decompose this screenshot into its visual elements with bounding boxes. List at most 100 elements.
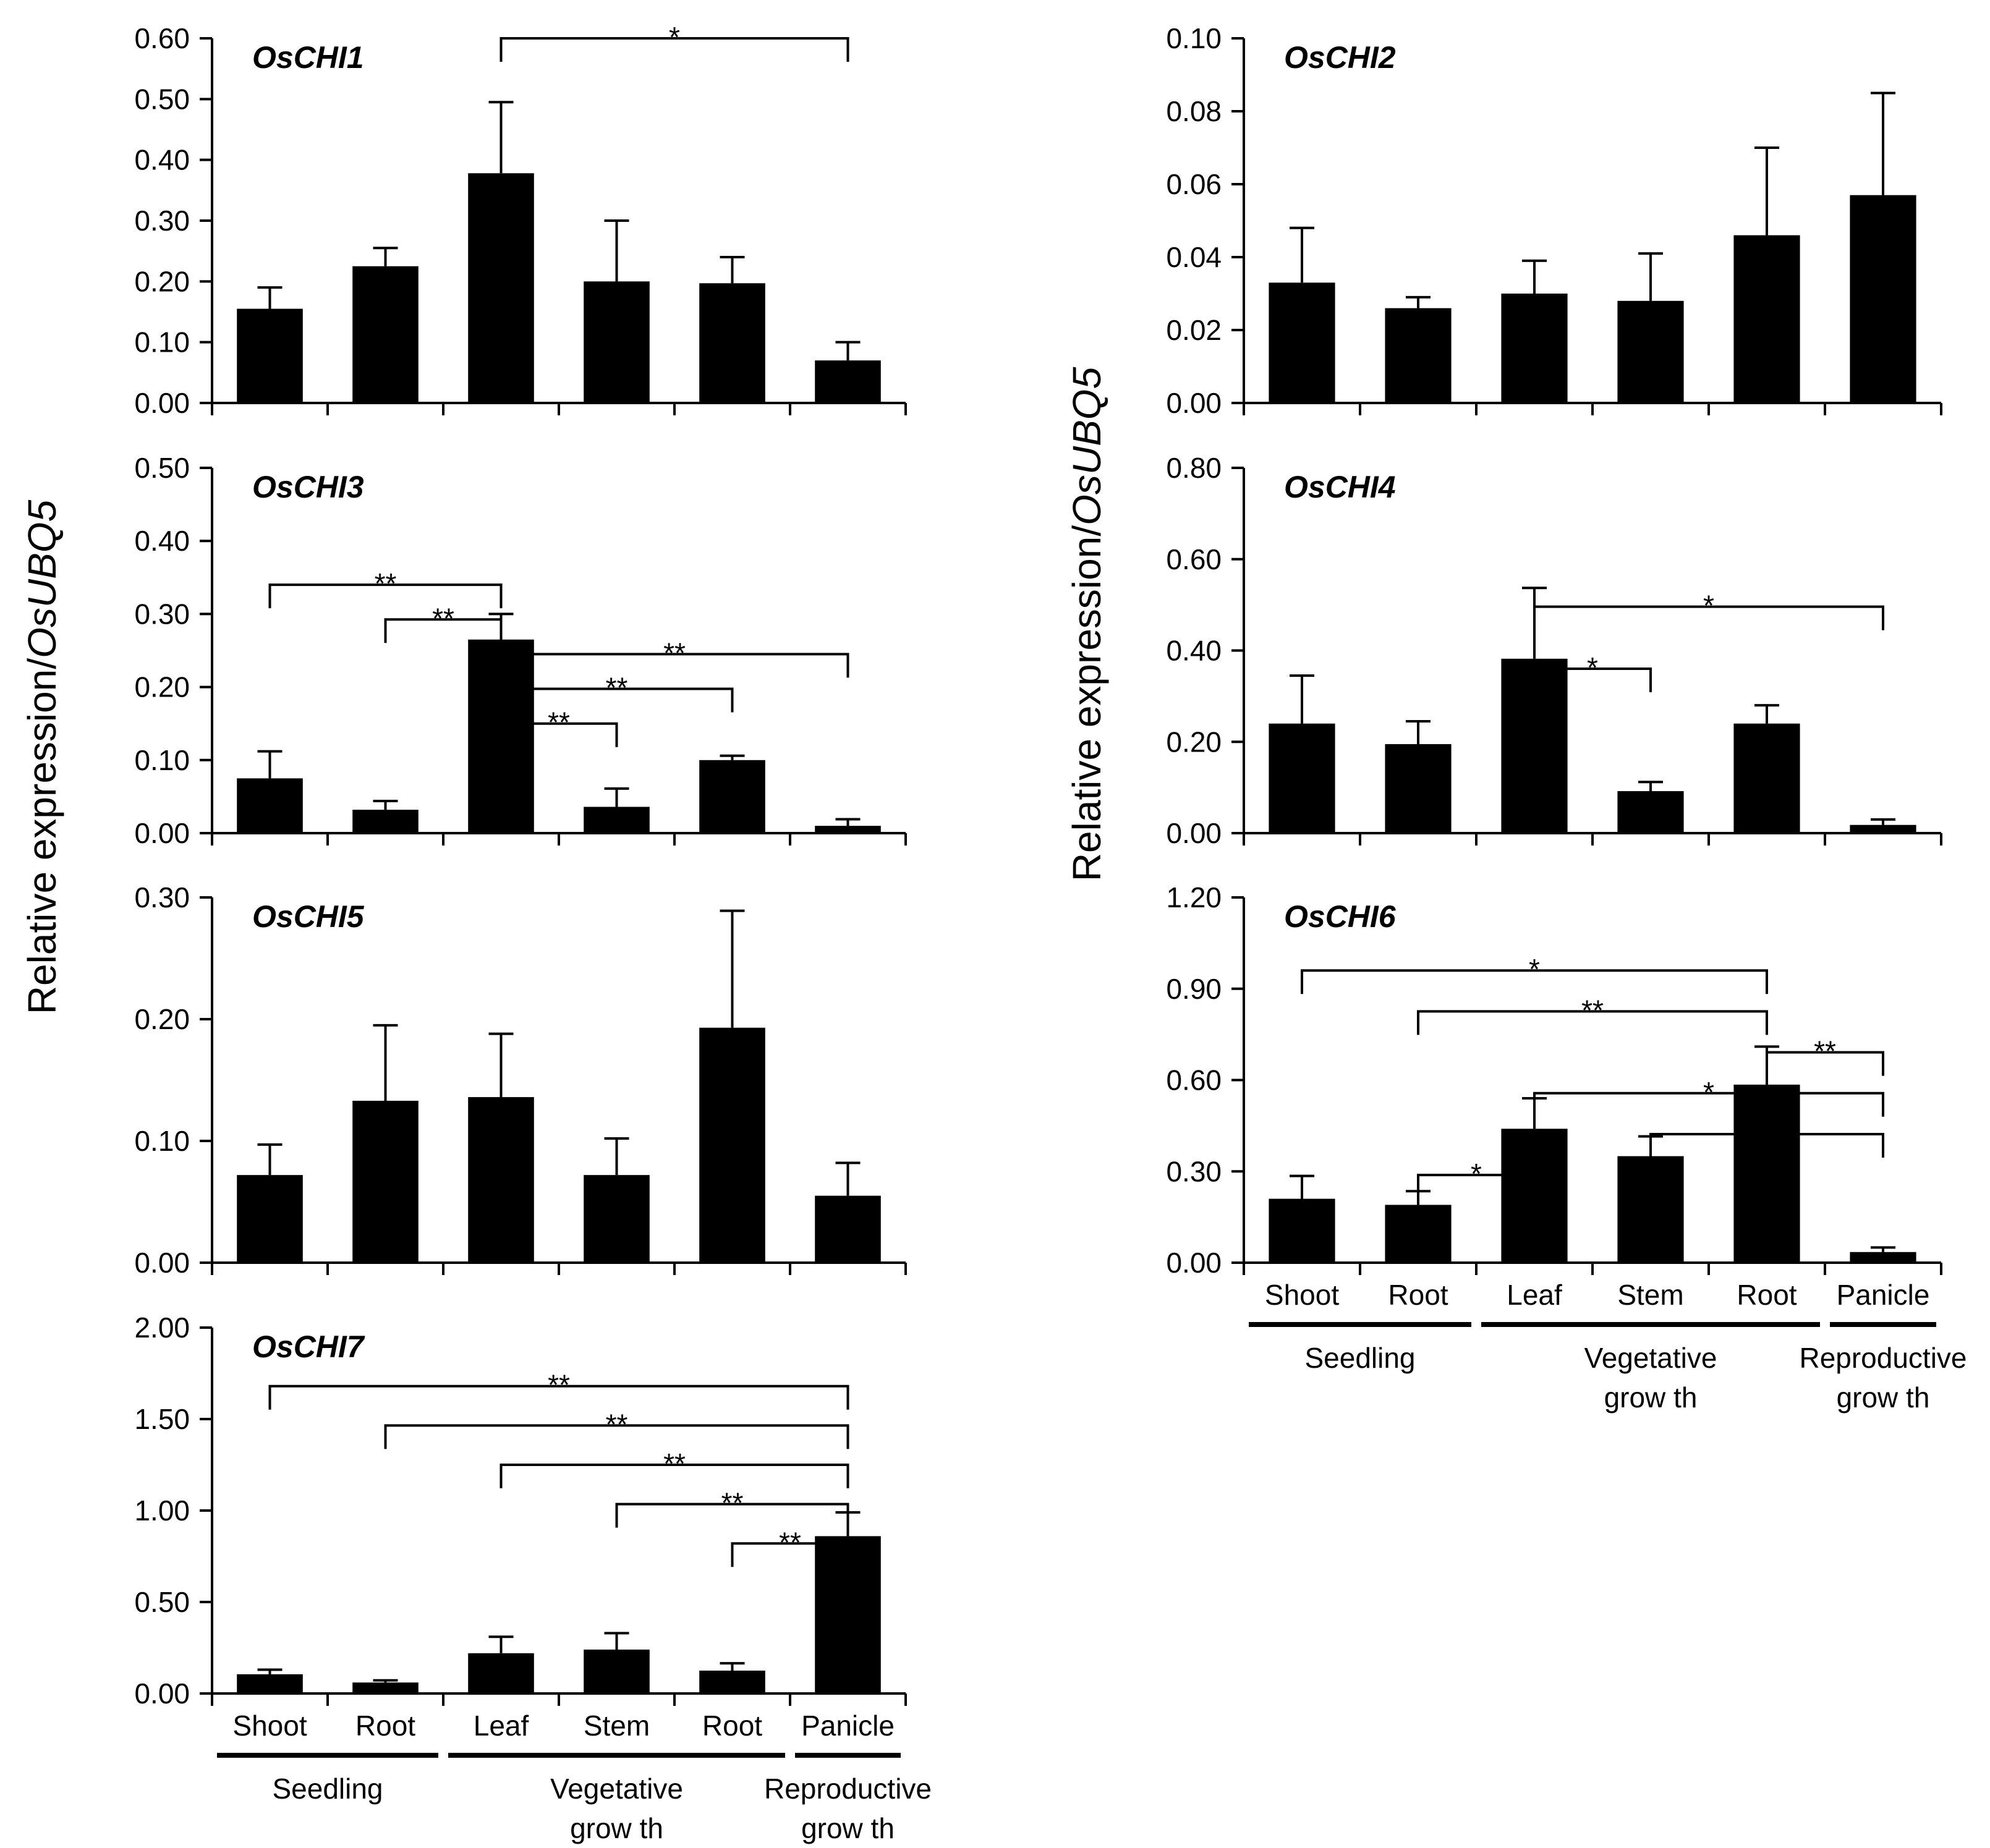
- bar-stem-3: [1617, 300, 1684, 403]
- y-tick-label: 0.00: [134, 1677, 190, 1710]
- significance-bracket: [268, 1384, 849, 1410]
- panel-title-oschi1: OsCHI1: [252, 40, 364, 75]
- significance-bracket: [268, 583, 503, 609]
- significance-marker: *: [1703, 590, 1714, 622]
- bar-panicle-5: [815, 826, 881, 833]
- y-tick-label: 0.80: [1166, 452, 1222, 484]
- y-tick-label: 0.06: [1166, 168, 1222, 200]
- group-label: Vegetative: [550, 1773, 683, 1805]
- bar-root-4: [1733, 723, 1800, 833]
- y-axis-label-prefix: Relative expression/: [1065, 525, 1109, 882]
- bar-shoot-0: [237, 1175, 303, 1263]
- x-category-label-shoot: Shoot: [1265, 1279, 1339, 1311]
- bar-shoot-0: [1269, 1198, 1335, 1263]
- y-tick-label: 0.20: [134, 1003, 190, 1035]
- bar-root-4: [1733, 235, 1800, 403]
- x-category-label-root: Root: [1388, 1279, 1448, 1311]
- group-label: grow th: [570, 1812, 663, 1844]
- significance-marker: **: [375, 567, 397, 600]
- x-category-label-panicle: Panicle: [801, 1710, 895, 1742]
- significance-bracket: [1649, 1132, 1884, 1158]
- significance-marker: **: [606, 1408, 628, 1440]
- y-axis-label-prefix: Relative expression/: [20, 658, 64, 1015]
- y-tick-label: 0.10: [134, 326, 190, 358]
- significance-bracket: [500, 37, 849, 62]
- y-tick-label: 0.00: [1166, 387, 1222, 419]
- y-tick-label: 0.40: [134, 144, 190, 176]
- panel-title-oschi2: OsCHI2: [1284, 40, 1396, 75]
- bar-leaf-2: [468, 1653, 534, 1693]
- bar-root-4: [699, 1671, 765, 1693]
- y-axis-label-gene: OsUBQ5: [1065, 367, 1109, 525]
- significance-bracket: [384, 618, 503, 643]
- significance-marker: **: [432, 602, 454, 634]
- group-label: grow th: [1837, 1381, 1930, 1414]
- significance-marker: *: [1587, 651, 1598, 684]
- y-tick-label: 0.10: [134, 744, 190, 776]
- significance-marker: *: [1703, 1076, 1714, 1108]
- bar-panicle-5: [815, 360, 881, 403]
- bar-stem-3: [584, 1175, 650, 1263]
- significance-bracket: [1417, 1010, 1768, 1035]
- bar-root-1: [352, 1682, 419, 1693]
- y-tick-label: 0.00: [134, 387, 190, 419]
- chart-panels: 0.00 0.10 0.20 0.30 0.40 0.50 0.60 OsCHI1 * 0.00 0…: [134, 21, 1967, 1844]
- group-label: Seedling: [272, 1773, 383, 1805]
- group-label: Reproductive: [764, 1773, 932, 1805]
- significance-marker: **: [663, 1447, 686, 1480]
- bar-leaf-2: [468, 173, 534, 403]
- bar-stem-3: [584, 281, 650, 403]
- significance-bracket: [1417, 1174, 1536, 1199]
- significance-marker: **: [606, 672, 628, 704]
- y-tick-label: 0.50: [134, 1586, 190, 1618]
- significance-bracket: [615, 1503, 849, 1528]
- y-axis-label-left: Relative expression/OsUBQ5: [20, 499, 64, 1014]
- significance-bracket: [1533, 668, 1652, 693]
- significance-bracket: [731, 1542, 849, 1567]
- bar-stem-3: [584, 1649, 650, 1693]
- y-tick-label: 0.10: [1166, 22, 1222, 54]
- bar-panicle-5: [1850, 195, 1916, 403]
- x-category-label-panicle: Panicle: [1837, 1279, 1930, 1311]
- y-tick-label: 0.20: [134, 265, 190, 297]
- y-tick-label: 0.04: [1166, 241, 1222, 273]
- y-tick-label: 0.90: [1166, 973, 1222, 1005]
- bar-shoot-0: [237, 778, 303, 833]
- significance-marker: **: [663, 637, 686, 669]
- significance-marker: *: [1471, 1158, 1482, 1190]
- group-label: Reproductive: [1799, 1342, 1967, 1374]
- y-tick-label: 1.50: [134, 1403, 190, 1435]
- significance-marker: *: [1529, 953, 1540, 985]
- panel-oschi7: 0.00 0.50 1.00 1.50 2.00 OsCHI7 ** ** ** ** ** Shoo…: [134, 1312, 932, 1844]
- y-tick-label: 0.10: [134, 1125, 190, 1157]
- bar-panicle-5: [1850, 1252, 1916, 1263]
- significance-marker: **: [779, 1526, 801, 1558]
- y-tick-label: 0.60: [1166, 543, 1222, 575]
- y-tick-label: 0.60: [134, 22, 190, 54]
- y-axis-label-right: Relative expression/OsUBQ5: [1065, 367, 1109, 881]
- significance-bracket: [500, 722, 618, 747]
- x-category-label-root: Root: [355, 1710, 415, 1742]
- y-tick-label: 0.00: [134, 1247, 190, 1279]
- y-tick-label: 0.20: [1166, 726, 1222, 758]
- panel-oschi1: 0.00 0.10 0.20 0.30 0.40 0.50 0.60 OsCHI1 *: [134, 21, 907, 419]
- significance-marker: *: [669, 21, 680, 53]
- y-tick-label: 1.00: [134, 1494, 190, 1527]
- panel-title-oschi3: OsCHI3: [252, 470, 364, 504]
- bar-root-4: [699, 1027, 765, 1263]
- panel-oschi4: 0.00 0.20 0.40 0.60 0.80 OsCHI4 * *: [1166, 452, 1942, 849]
- y-tick-label: 0.30: [134, 598, 190, 630]
- bar-shoot-0: [1269, 723, 1335, 833]
- y-tick-label: 0.00: [134, 817, 190, 849]
- y-tick-label: 0.40: [134, 525, 190, 557]
- y-tick-label: 0.40: [1166, 635, 1222, 667]
- bar-root-4: [1733, 1084, 1800, 1263]
- significance-marker: **: [721, 1487, 744, 1519]
- bar-stem-3: [1617, 791, 1684, 833]
- group-label: Vegetative: [1584, 1342, 1717, 1374]
- bar-leaf-2: [468, 1097, 534, 1263]
- panel-title-oschi6: OsCHI6: [1284, 899, 1397, 934]
- y-tick-label: 0.30: [134, 205, 190, 237]
